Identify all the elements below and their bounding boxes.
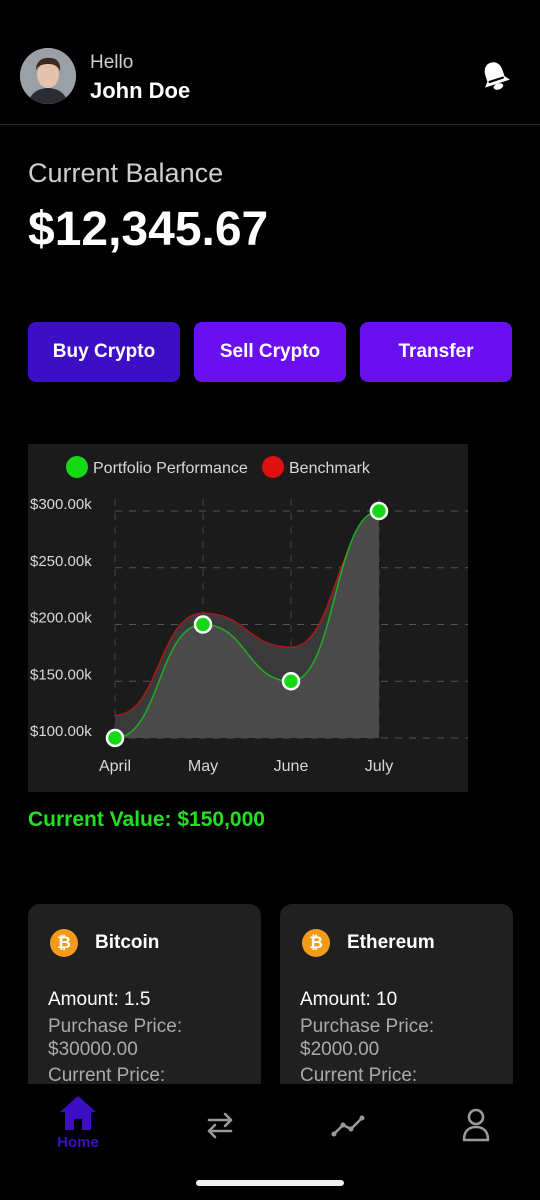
bell-icon [484, 62, 510, 90]
balance-label: Current Balance [28, 158, 224, 188]
asset-name: Bitcoin [95, 932, 160, 953]
benchmark-line [114, 521, 380, 717]
transfer-arrows-icon [207, 1112, 233, 1139]
legend-swatch-benchmark [262, 456, 284, 478]
legend-swatch-portfolio [66, 456, 88, 478]
x-tick-label: July [365, 758, 393, 775]
portfolio-chart: $100.00k $150.00k $200.00k $250.00k $300.00k… [28, 444, 468, 792]
purchase-price-label: Purchase Price: [48, 1016, 183, 1037]
nav-item-profile[interactable] [426, 1094, 526, 1164]
buy-crypto-button[interactable]: Buy Crypto [28, 322, 180, 382]
notification-button[interactable] [478, 58, 512, 94]
portfolio-area [115, 511, 379, 738]
home-indicator[interactable] [196, 1180, 344, 1186]
portfolio-point [281, 672, 301, 691]
purchase-price-label: Purchase Price: [300, 1016, 435, 1037]
y-tick-label: $100.00k [30, 723, 92, 740]
asset-amount: Amount: 1.5 [48, 989, 151, 1010]
purchase-price-value: $2000.00 [300, 1039, 380, 1060]
portfolio-line [114, 510, 380, 739]
greeting-text: Hello [90, 52, 134, 73]
y-tick-label: $300.00k [30, 496, 92, 513]
balance-value: $12,345.67 [28, 203, 269, 256]
user-name: John Doe [90, 78, 191, 103]
portfolio-point [105, 728, 125, 748]
legend-label-benchmark: Benchmark [289, 460, 371, 477]
sell-crypto-button[interactable]: Sell Crypto [194, 322, 346, 382]
x-tick-label: June [274, 758, 309, 775]
legend-label-portfolio: Portfolio Performance [93, 460, 248, 477]
portfolio-point [369, 501, 389, 521]
chart-svg: $100.00k $150.00k $200.00k $250.00k $300.00k… [30, 456, 468, 775]
nav-home-label: Home [57, 1134, 99, 1151]
avatar[interactable] [20, 48, 76, 104]
current-value-text: Current Value: $150,000 [28, 808, 265, 831]
asset-card-bitcoin[interactable]: ₿ Bitcoin Amount: 1.5 Purchase Price: $3… [28, 904, 261, 1084]
y-tick-label: $200.00k [30, 610, 92, 627]
home-icon [60, 1096, 96, 1130]
asset-card-ethereum[interactable]: ₿ Ethereum Amount: 10 Purchase Price: $2… [280, 904, 513, 1084]
asset-amount: Amount: 10 [300, 989, 398, 1010]
user-avatar-icon [20, 48, 76, 104]
nav-item-home[interactable]: Home [28, 1094, 128, 1164]
markets-chart-icon [331, 1115, 365, 1137]
transfer-button[interactable]: Transfer [360, 322, 512, 382]
asset-name: Ethereum [347, 932, 435, 953]
current-price-label: Current Price: [300, 1065, 418, 1084]
x-tick-label: May [188, 758, 218, 775]
x-tick-label: April [99, 758, 131, 775]
y-tick-label: $250.00k [30, 553, 92, 570]
bitcoin-icon: ₿ [50, 929, 78, 957]
profile-icon [462, 1108, 490, 1142]
bitcoin-icon: ₿ [302, 929, 330, 957]
purchase-price-value: $30000.00 [48, 1039, 138, 1060]
nav-item-transfer[interactable] [170, 1094, 270, 1164]
y-tick-label: $150.00k [30, 666, 92, 683]
current-price-label: Current Price: [48, 1065, 166, 1084]
app-header: Hello John Doe [0, 0, 540, 125]
nav-item-markets[interactable] [298, 1094, 398, 1164]
portfolio-point [193, 615, 213, 634]
